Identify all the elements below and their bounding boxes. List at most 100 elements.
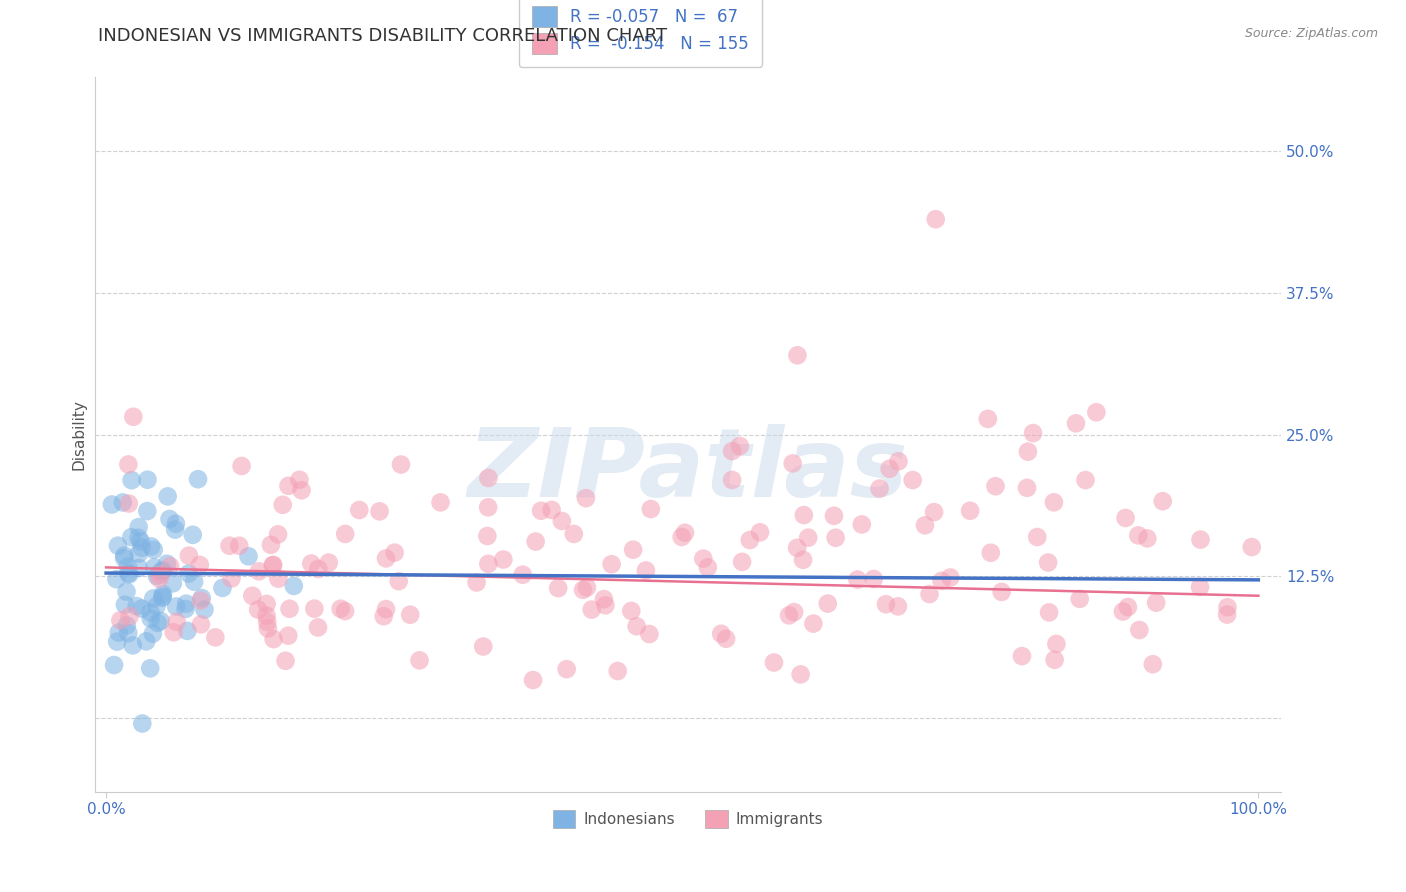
Point	[174, 597, 197, 611]
Point	[174, 602, 197, 616]
Point	[307, 562, 329, 576]
Point	[120, 530, 142, 544]
Point	[143, 560, 166, 574]
Point	[375, 551, 398, 566]
Point	[738, 533, 761, 547]
Point	[1216, 607, 1239, 622]
Point	[1026, 530, 1049, 544]
Point	[721, 444, 744, 458]
Point	[551, 514, 574, 528]
Point	[1074, 473, 1097, 487]
Point	[152, 587, 174, 601]
Point	[141, 540, 163, 554]
Point	[1116, 599, 1139, 614]
Point	[105, 572, 128, 586]
Point	[107, 539, 129, 553]
Point	[231, 458, 253, 473]
Point	[238, 549, 260, 564]
Point	[103, 658, 125, 673]
Point	[1045, 637, 1067, 651]
Point	[782, 457, 804, 471]
Point	[851, 517, 873, 532]
Point	[1189, 580, 1212, 594]
Point	[640, 502, 662, 516]
Point	[263, 632, 285, 646]
Point	[384, 546, 406, 560]
Point	[162, 576, 184, 591]
Point	[823, 508, 845, 523]
Point	[918, 587, 941, 601]
Point	[114, 598, 136, 612]
Point	[477, 557, 499, 571]
Point	[307, 620, 329, 634]
Point	[797, 531, 820, 545]
Point	[136, 473, 159, 487]
Point	[581, 602, 603, 616]
Point	[1043, 495, 1066, 509]
Point	[247, 602, 270, 616]
Point	[165, 516, 187, 531]
Point	[274, 654, 297, 668]
Point	[221, 572, 243, 586]
Point	[148, 572, 170, 586]
Point	[150, 591, 173, 605]
Point	[228, 539, 250, 553]
Point	[540, 503, 562, 517]
Point	[183, 574, 205, 589]
Point	[188, 558, 211, 572]
Point	[1017, 444, 1039, 458]
Point	[152, 590, 174, 604]
Point	[256, 615, 278, 629]
Point	[389, 458, 412, 472]
Legend: Indonesians, Immigrants: Indonesians, Immigrants	[547, 804, 830, 834]
Point	[626, 619, 648, 633]
Point	[218, 539, 240, 553]
Point	[1115, 511, 1137, 525]
Point	[191, 591, 214, 605]
Point	[824, 531, 846, 545]
Point	[547, 581, 569, 595]
Point	[803, 616, 825, 631]
Point	[572, 582, 595, 597]
Point	[112, 549, 135, 563]
Point	[146, 615, 169, 630]
Point	[190, 593, 212, 607]
Point	[980, 546, 1002, 560]
Point	[1022, 426, 1045, 441]
Point	[522, 673, 544, 687]
Point	[117, 566, 139, 581]
Point	[1011, 649, 1033, 664]
Point	[115, 618, 138, 632]
Point	[593, 592, 616, 607]
Point	[939, 570, 962, 584]
Point	[1240, 540, 1263, 554]
Point	[101, 498, 124, 512]
Point	[318, 556, 340, 570]
Point	[696, 560, 718, 574]
Point	[211, 581, 233, 595]
Point	[1064, 417, 1087, 431]
Point	[146, 569, 169, 583]
Point	[595, 599, 617, 613]
Point	[922, 505, 945, 519]
Point	[472, 640, 495, 654]
Point	[1112, 605, 1135, 619]
Point	[862, 572, 884, 586]
Point	[149, 614, 172, 628]
Point	[869, 482, 891, 496]
Point	[914, 518, 936, 533]
Point	[375, 602, 398, 616]
Point	[128, 531, 150, 545]
Point	[555, 662, 578, 676]
Point	[408, 653, 430, 667]
Point	[875, 597, 897, 611]
Point	[142, 591, 165, 606]
Point	[1069, 591, 1091, 606]
Point	[1015, 481, 1038, 495]
Point	[1142, 657, 1164, 672]
Point	[333, 604, 356, 618]
Text: Source: ZipAtlas.com: Source: ZipAtlas.com	[1244, 27, 1378, 40]
Point	[1036, 556, 1059, 570]
Point	[368, 504, 391, 518]
Point	[278, 601, 301, 615]
